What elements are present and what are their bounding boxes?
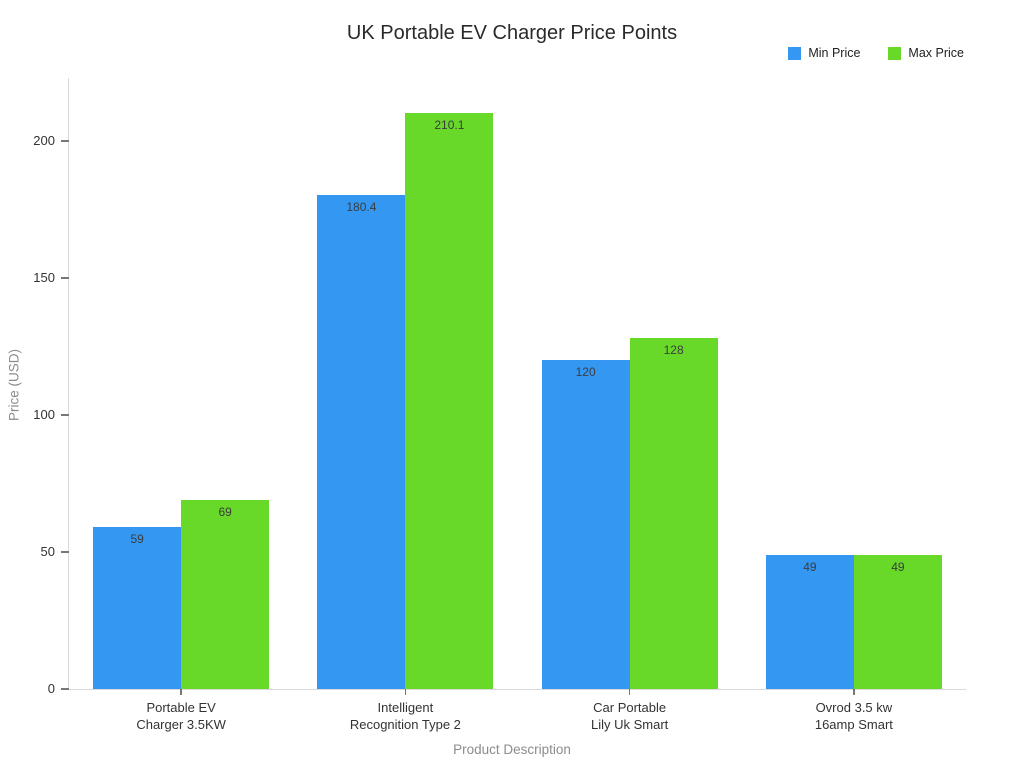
y-tick xyxy=(61,277,69,279)
bar-min-price xyxy=(541,360,630,689)
plot-area: 0 50 100 150 200 59 69 Portable EV Charger 3.5KW… xyxy=(33,78,966,732)
legend-swatch xyxy=(788,46,802,60)
bar-max-price xyxy=(405,113,494,689)
x-tick xyxy=(404,689,407,695)
x-tick xyxy=(180,689,182,695)
bar-min-price xyxy=(317,194,406,689)
legend-label: Max Price xyxy=(908,46,964,60)
bar-max-price xyxy=(853,554,942,689)
x-tick xyxy=(628,689,631,695)
y-tick-label: 50 xyxy=(40,544,55,559)
bar-max-price xyxy=(629,338,718,689)
chart-title: UK Portable EV Charger Price Points xyxy=(346,22,678,44)
y-tick-label: 0 xyxy=(47,681,55,696)
legend: Min Price Max Price xyxy=(788,46,964,60)
y-tick-label: 200 xyxy=(33,133,55,149)
legend-label: Min Price xyxy=(808,46,861,60)
x-tick-label: Portable EV Charger 3.5KW xyxy=(136,700,226,732)
legend-item-min-price: Min Price xyxy=(788,46,860,60)
y-tick-label: 150 xyxy=(33,270,55,285)
bar-min-price xyxy=(765,554,854,689)
legend-item-max-price: Max Price xyxy=(888,46,964,60)
y-tick xyxy=(61,551,69,553)
x-tick-label: Car Portable Lily Uk Smart xyxy=(590,700,669,732)
x-tick xyxy=(853,689,855,695)
y-tick xyxy=(61,414,69,416)
bar-max-price xyxy=(181,499,270,689)
x-tick-label: Ovrod 3.5 kw 16amp Smart xyxy=(814,700,893,732)
legend-swatch xyxy=(888,46,902,60)
bar-min-price xyxy=(93,527,182,689)
y-tick-label: 100 xyxy=(33,407,55,422)
y-tick xyxy=(61,140,69,142)
x-axis-label: Product Description xyxy=(453,742,571,757)
x-tick-label: Intelligent Recognition Type 2 xyxy=(349,700,461,732)
y-tick xyxy=(61,688,69,690)
